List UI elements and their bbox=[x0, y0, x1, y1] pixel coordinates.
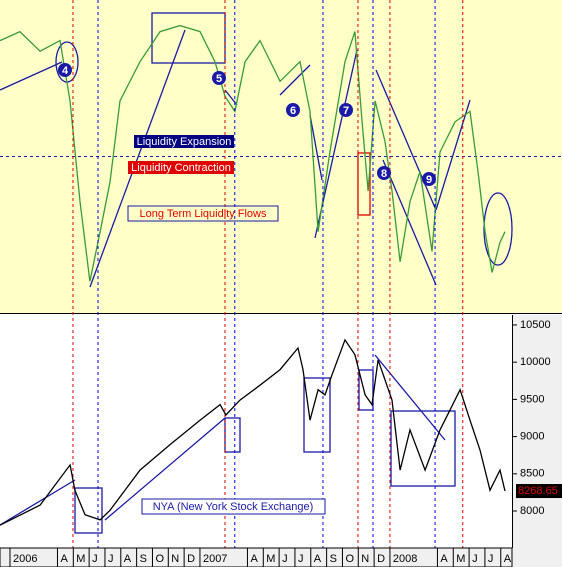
marker-label: 7 bbox=[343, 105, 349, 117]
trendline bbox=[104, 417, 226, 521]
marker-label: 6 bbox=[290, 105, 296, 117]
x-tick-label: A bbox=[250, 553, 258, 565]
trendline bbox=[374, 354, 446, 441]
trendline bbox=[0, 61, 63, 91]
x-axis-band bbox=[0, 547, 513, 567]
x-tick-label: J bbox=[298, 553, 304, 565]
marker-circle bbox=[377, 166, 391, 180]
last-value-label: 8268.65 bbox=[518, 485, 558, 497]
circle bbox=[483, 192, 513, 266]
x-tick-label: S bbox=[330, 553, 337, 565]
series-line bbox=[0, 338, 506, 526]
box bbox=[74, 487, 103, 534]
right-axis bbox=[512, 315, 562, 567]
trendline bbox=[89, 29, 186, 288]
marker-label: 4 bbox=[62, 65, 69, 77]
x-tick-label: J bbox=[92, 553, 98, 565]
box bbox=[390, 410, 456, 487]
label: Liquidity Expansion bbox=[137, 136, 232, 148]
x-tick-label: M bbox=[76, 553, 85, 565]
marker-circle bbox=[212, 71, 226, 85]
x-tick-label: J bbox=[108, 553, 114, 565]
x-tick-label: N bbox=[171, 553, 179, 565]
x-tick-label: 2007 bbox=[203, 553, 227, 565]
x-tick-label: A bbox=[440, 553, 448, 565]
marker-circle bbox=[58, 63, 72, 77]
box bbox=[303, 377, 331, 453]
x-tick-label: J bbox=[488, 553, 494, 565]
x-tick-label: A bbox=[60, 553, 68, 565]
marker-label: 9 bbox=[426, 174, 432, 186]
trendline bbox=[435, 99, 471, 211]
label-box bbox=[127, 205, 279, 222]
y-tick-label: 10500 bbox=[520, 319, 551, 331]
x-tick-label: D bbox=[187, 553, 195, 565]
labels: Liquidity Expansion Liquidity Contractio… bbox=[127, 135, 326, 515]
marker-circle bbox=[339, 103, 353, 117]
y-tick-label: 8500 bbox=[520, 468, 544, 480]
trendline bbox=[0, 479, 76, 526]
y-tick-label: 8000 bbox=[520, 505, 544, 517]
x-tick-label: N bbox=[361, 553, 369, 565]
legend-box bbox=[141, 498, 326, 515]
annotations bbox=[0, 12, 513, 534]
x-tick-label: O bbox=[345, 553, 354, 565]
trendline bbox=[279, 64, 311, 96]
label-bg bbox=[134, 135, 234, 148]
last-value-bg bbox=[516, 484, 562, 499]
marker-circle bbox=[422, 172, 436, 186]
x-tick-label: M bbox=[456, 553, 465, 565]
label: Liquidity Contraction bbox=[131, 162, 231, 174]
marker-label: 8 bbox=[381, 168, 387, 180]
series-line bbox=[0, 24, 506, 282]
x-tick-label: J bbox=[472, 553, 478, 565]
y-tick-label: 9000 bbox=[520, 431, 544, 443]
y-tick-label: 9500 bbox=[520, 393, 544, 405]
x-tick-label: S bbox=[140, 553, 147, 565]
x-tick-label: A bbox=[504, 553, 512, 565]
marker-label: 5 bbox=[216, 73, 222, 85]
x-tick-label: D bbox=[377, 553, 385, 565]
x-tick-label: 2008 bbox=[393, 553, 417, 565]
x-tick-label: M bbox=[266, 553, 275, 565]
trendline bbox=[382, 159, 437, 286]
marker-circle bbox=[286, 103, 300, 117]
x-tick-label: O bbox=[155, 553, 164, 565]
y-tick-label: 10000 bbox=[520, 356, 551, 368]
legend-label: NYA (New York Stock Exchange) bbox=[153, 501, 314, 513]
x-tick-label: A bbox=[124, 553, 132, 565]
box bbox=[357, 152, 371, 216]
trendline bbox=[309, 114, 323, 181]
label-bg bbox=[128, 161, 234, 174]
label: Long Term Liquidity Flows bbox=[140, 208, 267, 220]
x-tick-label: J bbox=[282, 553, 288, 565]
x-tick-label: 2006 bbox=[13, 553, 37, 565]
trendline bbox=[375, 69, 437, 211]
x-tick-label: A bbox=[314, 553, 322, 565]
